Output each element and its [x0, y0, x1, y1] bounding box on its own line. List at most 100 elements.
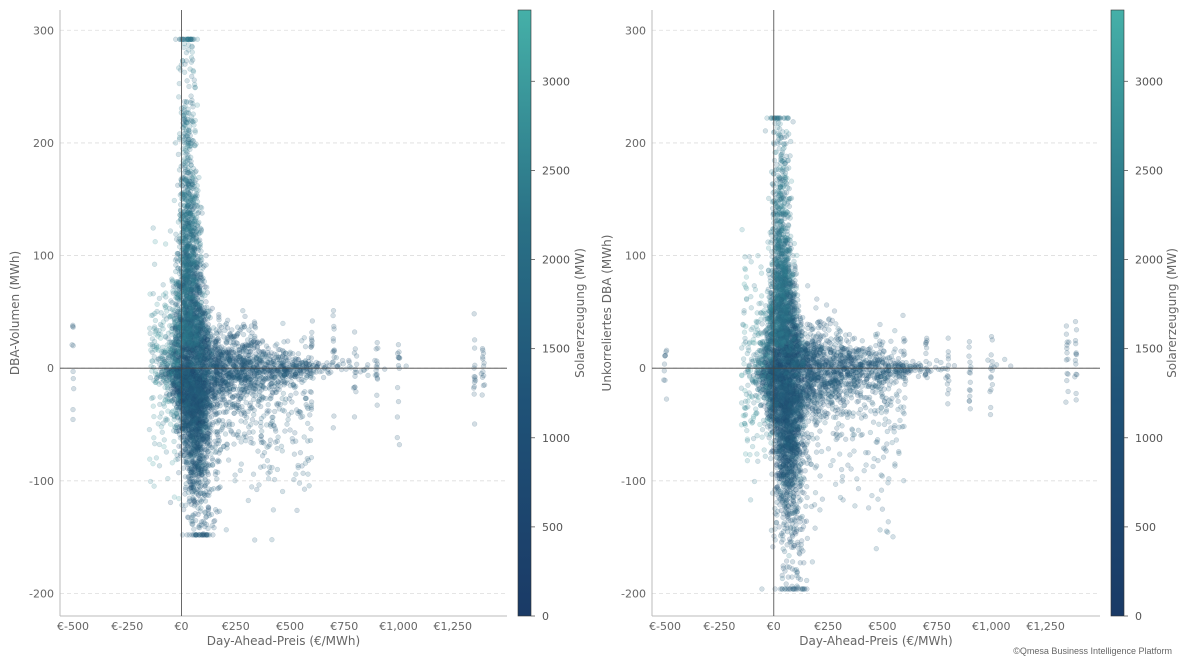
left-scatter-point — [192, 262, 197, 267]
left-scatter-point — [206, 314, 211, 319]
left-scatter-point — [182, 396, 187, 401]
left-scatter-point — [191, 411, 196, 416]
left-scatter-point — [196, 416, 201, 421]
left-scatter-point — [194, 453, 199, 458]
left-scatter-point — [210, 306, 215, 311]
left-scatter-point — [182, 454, 187, 459]
left-scatter-point — [202, 375, 207, 380]
left-scatter-point — [193, 433, 198, 438]
left-scatter-point — [201, 352, 206, 357]
left-scatter-point — [178, 202, 183, 207]
left-scatter-point — [198, 317, 203, 322]
left-scatter-point — [186, 460, 191, 465]
left-scatter-point — [194, 403, 199, 408]
left-scatter-point — [181, 434, 186, 439]
left-scatter-point — [187, 238, 192, 243]
left-scatter-point — [189, 181, 194, 186]
left-scatter-point — [180, 58, 185, 63]
left-scatter-point — [224, 527, 229, 532]
left-scatter-point — [252, 320, 257, 325]
left-scatter-point — [173, 141, 178, 146]
left-scatter-point — [188, 390, 193, 395]
left-scatter-point — [182, 255, 187, 260]
left-scatter-point — [198, 272, 203, 277]
left-scatter-point — [198, 328, 203, 333]
left-scatter-point — [189, 74, 194, 79]
left-scatter-point — [198, 509, 203, 514]
left-scatter-point — [187, 84, 192, 89]
left-scatter-point — [210, 463, 215, 468]
left-scatter-point — [180, 533, 185, 538]
left-scatter-point — [204, 403, 209, 408]
left-scatter-point — [199, 470, 204, 475]
left-scatter-point — [187, 260, 192, 265]
left-scatter-point — [212, 525, 217, 530]
left-scatter-point — [199, 249, 204, 254]
left-scatter-point — [210, 446, 215, 451]
left-scatter-point — [200, 433, 205, 438]
left-scatter-point — [205, 425, 210, 430]
left-scatter-point — [198, 333, 203, 338]
left-scatter-point — [175, 251, 180, 256]
left-scatter-point — [205, 337, 210, 342]
left-scatter-point — [191, 349, 196, 354]
left-scatter-point — [191, 68, 196, 73]
left-scatter-point — [190, 274, 195, 279]
left-scatter-point — [182, 307, 187, 312]
left-scatter-point — [172, 198, 177, 203]
left-scatter-point — [382, 367, 387, 372]
left-scatter-point — [199, 406, 204, 411]
left-scatter-point — [186, 110, 191, 115]
left-scatter-point — [194, 240, 199, 245]
left-scatter-point — [199, 384, 204, 389]
left-scatter-point — [189, 377, 194, 382]
left-scatter-point — [196, 493, 201, 498]
left-scatter-point — [187, 340, 192, 345]
left-scatter-point — [194, 533, 199, 538]
left-scatter-point — [189, 327, 194, 332]
left-scatter-point — [182, 140, 187, 145]
left-scatter-point — [187, 226, 192, 231]
left-scatter-point — [180, 354, 185, 359]
left-scatter-point — [206, 479, 211, 484]
left-scatter-point — [203, 493, 208, 498]
left-scatter-point — [207, 533, 212, 538]
left-gridlines — [60, 30, 507, 593]
left-scatter-point — [191, 280, 196, 285]
left-scatter-point — [170, 300, 175, 305]
left-scatter-point — [198, 359, 203, 364]
left-scatter-point — [191, 255, 196, 260]
left-scatter-point — [181, 507, 186, 512]
left-scatter-point — [190, 522, 195, 527]
left-scatter-point — [189, 196, 194, 201]
left-scatter-point — [173, 258, 178, 263]
left-scatter-point — [189, 94, 194, 99]
left-scatter-point — [182, 426, 187, 431]
left-scatter-point — [190, 58, 195, 63]
left-scatter-point — [183, 492, 188, 497]
left-scatter-point — [185, 533, 190, 538]
left-scatter-point — [194, 472, 199, 477]
left-scatter-point — [191, 112, 196, 117]
left-scatter-point — [186, 452, 191, 457]
left-scatter-point — [181, 449, 186, 454]
left-scatter-point — [188, 435, 193, 440]
left-scatter-point — [180, 239, 185, 244]
left-scatter-point — [168, 500, 173, 505]
left-scatter-point — [180, 219, 185, 224]
left-scatter-point — [190, 489, 195, 494]
left-scatter-point — [186, 415, 191, 420]
left-scatter-point — [191, 343, 196, 348]
left-scatter-point — [184, 386, 189, 391]
left-scatter-point — [203, 483, 208, 488]
left-scatter-point — [180, 503, 185, 508]
left-scatter-point — [192, 82, 197, 87]
left-scatter-point — [184, 361, 189, 366]
left-scatter-point — [205, 435, 210, 440]
left-scatter-point — [198, 308, 203, 313]
left-scatter-point — [203, 332, 208, 337]
left-scatter-point — [205, 369, 210, 374]
left-scatter-point — [175, 390, 180, 395]
left-scatter-point — [195, 37, 200, 42]
